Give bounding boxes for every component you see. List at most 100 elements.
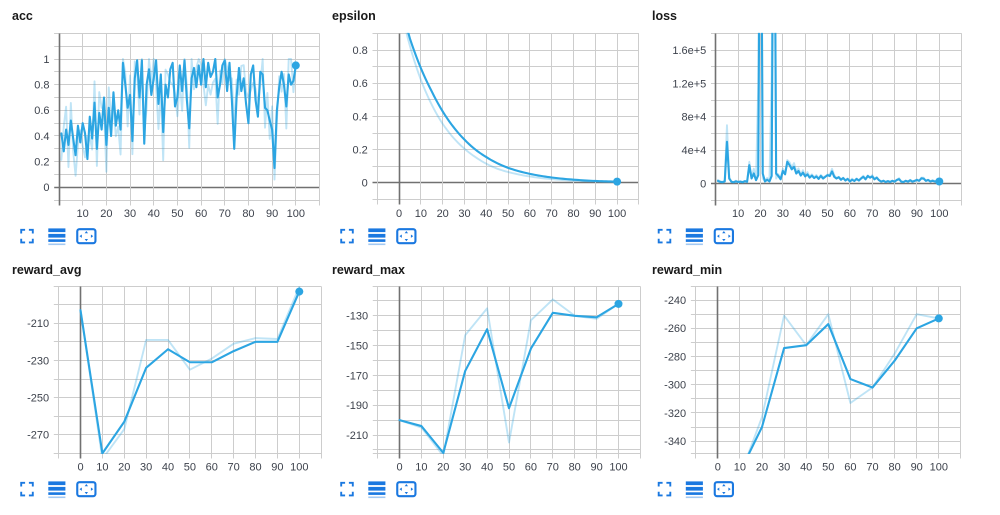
svg-text:0: 0 — [77, 461, 83, 473]
svg-text:-280: -280 — [664, 351, 686, 363]
svg-text:40: 40 — [162, 461, 174, 473]
svg-text:0: 0 — [396, 461, 402, 473]
svg-text:90: 90 — [911, 461, 923, 473]
svg-text:100: 100 — [290, 461, 308, 473]
svg-text:-270: -270 — [27, 430, 49, 442]
svg-text:90: 90 — [266, 208, 278, 220]
svg-text:0: 0 — [362, 178, 368, 190]
svg-text:0: 0 — [715, 461, 721, 473]
svg-text:0.6: 0.6 — [353, 78, 368, 90]
svg-text:100: 100 — [930, 461, 948, 473]
svg-text:40: 40 — [148, 208, 160, 220]
svg-text:100: 100 — [608, 208, 626, 220]
svg-text:10: 10 — [734, 461, 746, 473]
svg-text:60: 60 — [524, 208, 536, 220]
svg-text:10: 10 — [96, 461, 108, 473]
svg-text:-170: -170 — [346, 370, 368, 382]
svg-text:0: 0 — [396, 208, 402, 220]
svg-text:epsilon: epsilon — [332, 9, 376, 23]
svg-text:90: 90 — [271, 461, 283, 473]
svg-text:90: 90 — [589, 208, 601, 220]
svg-text:-150: -150 — [346, 341, 368, 353]
svg-text:4e+4: 4e+4 — [682, 145, 707, 157]
svg-text:0.2: 0.2 — [34, 157, 49, 169]
svg-text:80: 80 — [567, 208, 579, 220]
svg-text:0: 0 — [700, 178, 706, 190]
svg-text:80: 80 — [242, 208, 254, 220]
svg-text:acc: acc — [12, 9, 33, 23]
svg-text:70: 70 — [228, 461, 240, 473]
svg-text:70: 70 — [546, 208, 558, 220]
svg-text:0.4: 0.4 — [34, 131, 49, 143]
svg-text:60: 60 — [525, 461, 537, 473]
svg-text:-190: -190 — [346, 400, 368, 412]
svg-text:-210: -210 — [346, 430, 368, 442]
svg-text:70: 70 — [866, 208, 878, 220]
svg-text:60: 60 — [206, 461, 218, 473]
svg-text:100: 100 — [609, 461, 627, 473]
svg-text:-240: -240 — [664, 295, 686, 307]
svg-text:100: 100 — [287, 208, 305, 220]
svg-text:0.2: 0.2 — [353, 145, 368, 157]
svg-text:70: 70 — [547, 461, 559, 473]
svg-text:reward_max: reward_max — [332, 263, 405, 277]
svg-text:90: 90 — [911, 208, 923, 220]
svg-text:loss: loss — [652, 9, 677, 23]
svg-text:30: 30 — [124, 208, 136, 220]
svg-text:20: 20 — [118, 461, 130, 473]
svg-text:60: 60 — [195, 208, 207, 220]
svg-text:30: 30 — [778, 461, 790, 473]
svg-text:70: 70 — [866, 461, 878, 473]
svg-text:60: 60 — [844, 208, 856, 220]
svg-text:30: 30 — [140, 461, 152, 473]
svg-text:20: 20 — [754, 208, 766, 220]
svg-text:100: 100 — [930, 208, 948, 220]
svg-text:8e+4: 8e+4 — [682, 112, 707, 124]
svg-text:60: 60 — [844, 461, 856, 473]
svg-text:90: 90 — [590, 461, 602, 473]
svg-text:1.2e+5: 1.2e+5 — [672, 78, 706, 90]
svg-text:50: 50 — [171, 208, 183, 220]
svg-text:80: 80 — [888, 208, 900, 220]
svg-text:10: 10 — [415, 461, 427, 473]
svg-text:10: 10 — [77, 208, 89, 220]
svg-text:20: 20 — [437, 208, 449, 220]
svg-text:-130: -130 — [346, 311, 368, 323]
svg-text:40: 40 — [799, 208, 811, 220]
svg-text:reward_avg: reward_avg — [12, 263, 81, 277]
svg-text:-260: -260 — [664, 323, 686, 335]
svg-text:50: 50 — [184, 461, 196, 473]
svg-text:50: 50 — [502, 208, 514, 220]
svg-text:70: 70 — [219, 208, 231, 220]
svg-text:1: 1 — [43, 54, 49, 66]
svg-text:80: 80 — [249, 461, 261, 473]
svg-text:20: 20 — [437, 461, 449, 473]
svg-text:10: 10 — [415, 208, 427, 220]
svg-text:-320: -320 — [664, 408, 686, 420]
svg-text:20: 20 — [756, 461, 768, 473]
svg-text:50: 50 — [503, 461, 515, 473]
svg-text:0.8: 0.8 — [353, 45, 368, 57]
svg-text:-210: -210 — [27, 318, 49, 330]
svg-text:80: 80 — [888, 461, 900, 473]
svg-text:-340: -340 — [664, 436, 686, 448]
svg-text:-230: -230 — [27, 355, 49, 367]
svg-text:0.6: 0.6 — [34, 105, 49, 117]
svg-text:-250: -250 — [27, 393, 49, 405]
svg-text:reward_min: reward_min — [652, 263, 722, 277]
svg-text:0: 0 — [43, 182, 49, 194]
svg-text:20: 20 — [100, 208, 112, 220]
svg-text:30: 30 — [459, 461, 471, 473]
svg-text:10: 10 — [732, 208, 744, 220]
svg-text:40: 40 — [480, 208, 492, 220]
svg-text:40: 40 — [800, 461, 812, 473]
svg-text:50: 50 — [822, 461, 834, 473]
svg-text:0.8: 0.8 — [34, 80, 49, 92]
svg-text:1.6e+5: 1.6e+5 — [672, 45, 706, 57]
svg-text:80: 80 — [569, 461, 581, 473]
svg-text:40: 40 — [481, 461, 493, 473]
svg-text:0.4: 0.4 — [353, 111, 368, 123]
svg-text:50: 50 — [821, 208, 833, 220]
svg-text:30: 30 — [458, 208, 470, 220]
svg-text:-300: -300 — [664, 380, 686, 392]
